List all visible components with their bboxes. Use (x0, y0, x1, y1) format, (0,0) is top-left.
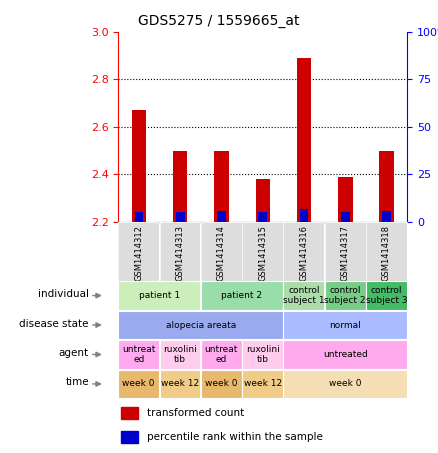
Bar (258, 212, 267, 222)
Text: GSM1414315: GSM1414315 (258, 225, 267, 281)
Text: GSM1414313: GSM1414313 (176, 225, 184, 281)
Bar (134, 212, 143, 222)
Text: GSM1414312: GSM1414312 (134, 225, 143, 281)
Text: control
subject 3: control subject 3 (366, 286, 407, 305)
Bar (121, 407, 138, 419)
Text: week 0: week 0 (205, 380, 237, 388)
Text: normal: normal (329, 321, 361, 329)
Text: control
subject 2: control subject 2 (325, 286, 366, 305)
Bar (121, 431, 138, 443)
Text: percentile rank within the sample: percentile rank within the sample (147, 432, 323, 442)
Text: disease state: disease state (19, 318, 89, 328)
Text: control
subject 1: control subject 1 (283, 286, 325, 305)
Text: agent: agent (59, 348, 89, 358)
Text: GSM1414317: GSM1414317 (341, 225, 350, 281)
Text: untreat
ed: untreat ed (205, 345, 238, 364)
Text: time: time (65, 377, 89, 387)
Text: week 12: week 12 (161, 380, 199, 388)
Text: GSM1414314: GSM1414314 (217, 225, 226, 281)
Bar (217, 211, 226, 222)
Text: individual: individual (38, 289, 89, 299)
Bar (300, 209, 308, 222)
Bar (256, 179, 270, 222)
Text: ruxolini
tib: ruxolini tib (246, 345, 279, 364)
Bar (132, 110, 146, 222)
Bar (338, 177, 353, 222)
Text: untreated: untreated (323, 350, 367, 359)
Text: ruxolini
tib: ruxolini tib (163, 345, 197, 364)
Text: untreat
ed: untreat ed (122, 345, 155, 364)
Bar (176, 212, 184, 222)
Text: week 0: week 0 (123, 380, 155, 388)
Text: week 0: week 0 (329, 380, 361, 388)
Text: patient 1: patient 1 (139, 291, 180, 300)
Bar (173, 151, 187, 222)
Text: alopecia areata: alopecia areata (166, 321, 236, 329)
Bar (297, 58, 311, 222)
Text: GSM1414316: GSM1414316 (300, 225, 308, 281)
Text: GSM1414318: GSM1414318 (382, 225, 391, 281)
Text: week 12: week 12 (244, 380, 282, 388)
Text: transformed count: transformed count (147, 408, 244, 418)
Text: patient 2: patient 2 (222, 291, 262, 300)
Text: GDS5275 / 1559665_at: GDS5275 / 1559665_at (138, 14, 300, 28)
Bar (382, 211, 391, 222)
Bar (214, 151, 229, 222)
Bar (341, 212, 350, 222)
Bar (379, 151, 394, 222)
